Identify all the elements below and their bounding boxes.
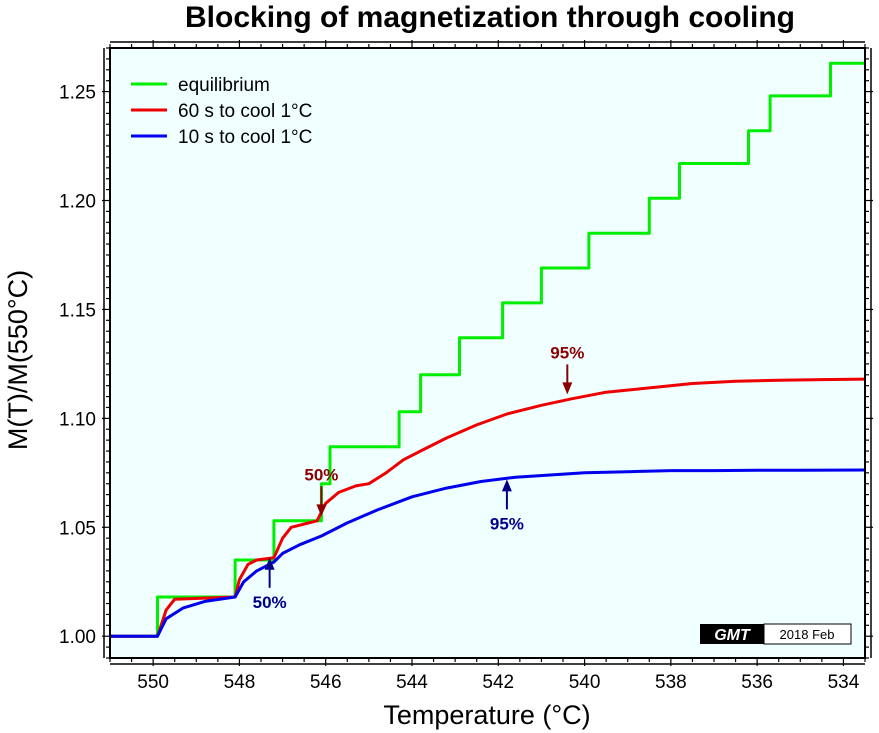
plot-area — [110, 48, 865, 658]
annotation-2: 95% — [550, 343, 584, 395]
annotation-layer: 50% 95% 50% 95% — [253, 343, 585, 611]
legend-label: 60 s to cool 1°C — [178, 101, 312, 122]
annotation-label: 50% — [304, 465, 338, 484]
legend-label: equilibrium — [178, 75, 270, 96]
x-tick-label: 546 — [310, 672, 342, 693]
annotation-3: 50% — [253, 557, 287, 612]
x-tick-label: 544 — [396, 672, 428, 693]
frame-bands — [103, 41, 872, 665]
y-tick-label: 1.00 — [59, 627, 96, 648]
annotation-label: 95% — [550, 343, 584, 362]
series-layer — [110, 61, 866, 638]
y-axis-label: M(T)/M(550°C) — [3, 270, 33, 450]
gmt-stamp: GMT 2018 Feb — [700, 623, 852, 645]
legend-label: 10 s to cool 1°C — [178, 127, 312, 148]
y-tick-label: 1.10 — [59, 409, 96, 430]
x-tick-label: 534 — [828, 672, 860, 693]
gmt-logo-text: GMT — [714, 627, 751, 644]
x-tick-labels: 550 548 546 544 542 540 538 536 534 — [137, 672, 859, 693]
x-tick-label: 542 — [482, 672, 514, 693]
y-tick-label: 1.15 — [59, 300, 96, 321]
annotation-label: 50% — [253, 593, 287, 612]
annotation-label: 95% — [490, 514, 524, 533]
chart-title: Blocking of magnetization through coolin… — [185, 1, 795, 34]
annotation-arrow-head — [264, 557, 275, 570]
legend-entry-1: equilibrium — [131, 75, 270, 96]
plot-frame — [109, 47, 866, 659]
legend: equilibrium 60 s to cool 1°C 10 s to cool … — [131, 75, 312, 148]
annotation-arrow-head — [501, 479, 512, 492]
x-axis-label: Temperature (°C) — [383, 700, 590, 730]
y-tick-label: 1.25 — [59, 83, 96, 104]
series-line-3 — [110, 468, 866, 638]
gmt-logo-box — [700, 624, 764, 644]
legend-entry-3: 10 s to cool 1°C — [131, 127, 312, 148]
annotation-arrow-head — [562, 382, 573, 395]
annotation-4: 95% — [490, 479, 524, 533]
x-tick-label: 550 — [137, 672, 169, 693]
x-tick-label: 536 — [741, 672, 773, 693]
stamp-date: 2018 Feb — [780, 627, 835, 642]
x-tick-label: 540 — [569, 672, 601, 693]
x-tick-label: 538 — [655, 672, 687, 693]
annotation-arrow-head — [316, 504, 327, 517]
stamp-date-box — [763, 623, 852, 645]
x-tick-label: 548 — [224, 672, 256, 693]
series-line-2 — [110, 377, 866, 638]
legend-entry-2: 60 s to cool 1°C — [131, 101, 312, 122]
annotation-1: 50% — [304, 465, 338, 517]
y-tick-label: 1.05 — [59, 518, 96, 539]
y-tick-label: 1.20 — [59, 192, 96, 213]
y-tick-labels: 1.00 1.05 1.10 1.15 1.20 1.25 — [59, 83, 96, 649]
